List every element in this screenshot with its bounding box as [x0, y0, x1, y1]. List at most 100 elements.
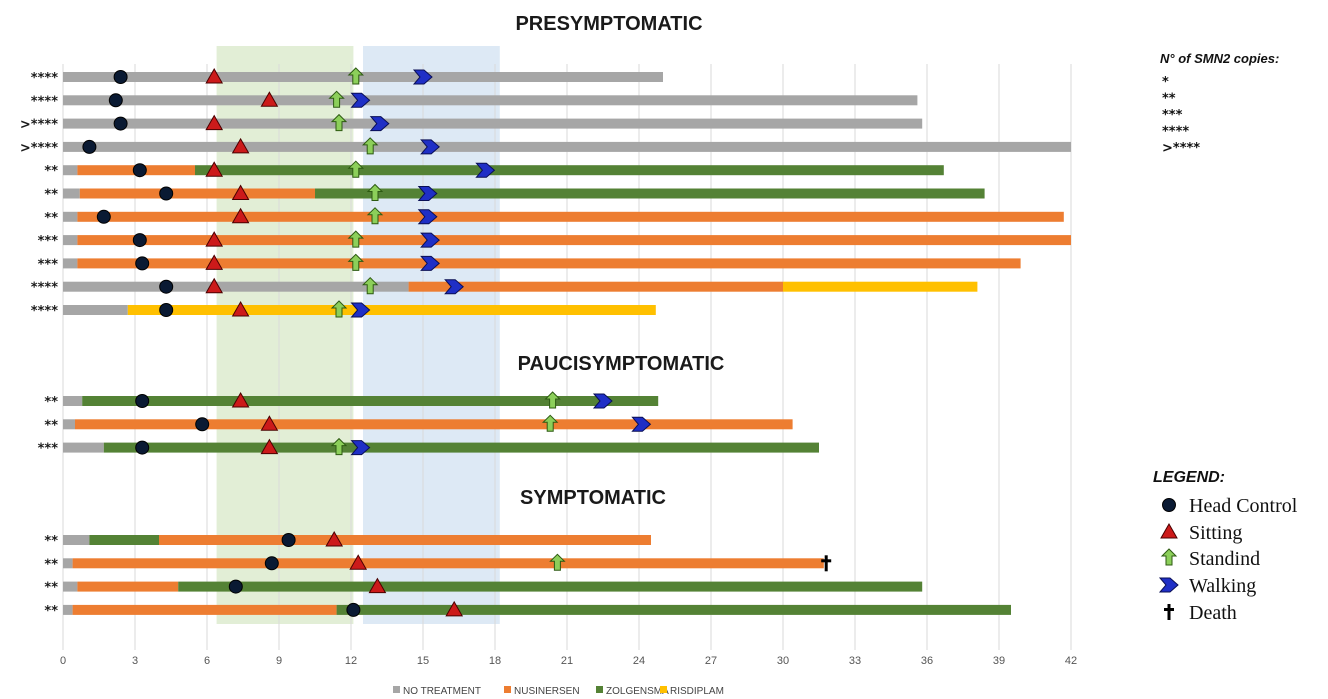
patient-row: **** — [31, 276, 978, 296]
legend-item-label: Head Control — [1189, 495, 1298, 517]
treatment-segment — [178, 581, 923, 592]
gridlines — [62, 64, 1072, 650]
legend-item-label: Death — [1189, 602, 1237, 624]
sitting-marker — [231, 391, 250, 408]
x-tick-label: 42 — [1065, 655, 1077, 667]
group-titles: PRESYMPTOMATIC PAUCISYMPTOMATIC SYMPTOMATI… — [515, 13, 724, 509]
patient-row: ** — [44, 160, 944, 179]
patient-row: >**** — [20, 113, 923, 133]
patient-row: ** — [44, 414, 793, 433]
standing-marker — [549, 553, 566, 571]
legend-item-head: Head Control — [1162, 495, 1298, 517]
sitting-marker — [231, 137, 250, 154]
x-tick-label: 36 — [921, 655, 933, 667]
sitting-marker — [260, 438, 279, 455]
smn2-key-item: * — [1162, 75, 1169, 90]
treatment-segment — [77, 581, 179, 592]
treatment-segment — [77, 235, 1071, 246]
treatment-legend-swatch — [660, 686, 667, 693]
group-title: SYMPTOMATIC — [520, 487, 666, 509]
standing-marker — [347, 160, 365, 178]
treatment-segment — [63, 258, 78, 269]
standing-marker — [330, 113, 348, 132]
death-marker — [824, 555, 828, 572]
legend-item-label: Standind — [1189, 548, 1260, 570]
sitting-marker — [205, 67, 224, 84]
standing-marker — [330, 300, 348, 318]
legend-item-label: Sitting — [1189, 522, 1242, 544]
standing-marker — [347, 253, 365, 271]
standing-marker — [328, 90, 345, 108]
head-control-marker — [195, 417, 210, 432]
head-control-marker — [135, 440, 150, 455]
treatment-legend-label: NO TREATMENT — [403, 686, 481, 697]
treatment-segment — [195, 165, 944, 176]
treatment-segment — [77, 258, 1021, 269]
sitting-marker — [260, 91, 279, 107]
milestone-legend: LEGEND: Head Control Sitting Standind Walkin… — [1153, 469, 1298, 624]
smn2-key-item: **** — [1162, 125, 1189, 140]
treatment-segment — [103, 442, 820, 453]
standing-marker — [347, 67, 365, 85]
head-control-marker — [113, 70, 128, 84]
treatment-segment — [63, 581, 78, 592]
head-control-marker — [132, 233, 147, 248]
x-tick-label: 30 — [777, 655, 789, 667]
smn2-copies-label: ** — [44, 418, 58, 433]
patient-row: **** — [31, 300, 656, 319]
legend-item-sitting: Sitting — [1160, 522, 1242, 544]
head-control-marker — [264, 556, 279, 571]
treatment-segment — [63, 419, 75, 430]
treatment-segment — [63, 211, 78, 222]
treatment-legend-label: RISDIPLAM — [670, 686, 724, 697]
smn2-key-item: ** — [1162, 92, 1176, 107]
legend-item-walking: Walking — [1158, 575, 1256, 597]
head-control-marker — [135, 256, 150, 271]
treatment-segment — [72, 558, 824, 569]
legend-item-label: Walking — [1189, 575, 1256, 597]
patient-row: ** — [44, 391, 659, 410]
treatment-legend-label: NUSINERSEN — [514, 686, 580, 697]
group-title: PAUCISYMPTOMATIC — [518, 353, 725, 375]
treatment-segment — [72, 604, 337, 615]
x-tick-label: 27 — [705, 655, 717, 667]
walking-marker — [417, 209, 438, 225]
treatment-segment — [315, 188, 985, 199]
head-control-marker — [135, 394, 150, 408]
treatment-segment — [783, 281, 978, 292]
smn2-copies-key: N° of SMN2 copies:**********>**** — [1160, 51, 1279, 156]
treatment-segment — [63, 558, 73, 569]
treatment-segment — [127, 305, 656, 315]
death-marker — [1167, 604, 1171, 620]
legend-item-death: Death — [1164, 602, 1237, 624]
patient-row: ** — [44, 530, 651, 549]
treatment-segment — [63, 118, 923, 129]
treatment-segment — [63, 165, 78, 176]
head-control-marker — [228, 579, 243, 594]
patient-rows: ********>****>**************************… — [20, 67, 1071, 619]
treatment-segment — [336, 604, 1012, 615]
sitting-marker — [368, 577, 387, 594]
treatment-segment — [82, 396, 659, 406]
standing-marker — [1160, 548, 1178, 566]
treatment-segment — [408, 281, 783, 292]
smn2-copies-label: *** — [38, 442, 59, 457]
treatment-segment — [63, 535, 90, 545]
x-tick-label: 24 — [633, 655, 645, 667]
patient-row: *** — [38, 253, 1021, 272]
walking-marker — [350, 440, 371, 456]
sitting-marker — [231, 184, 250, 200]
walking-marker — [350, 92, 371, 108]
death-marker-bar — [1164, 608, 1174, 611]
walking-marker — [350, 302, 371, 318]
walking-marker — [444, 279, 464, 295]
patient-row: *** — [38, 230, 1071, 249]
walking-marker — [369, 116, 390, 132]
head-control-marker — [113, 116, 128, 131]
smn2-copies-label: **** — [31, 281, 58, 296]
head-control-marker — [108, 93, 123, 108]
smn2-copies-label: ** — [44, 188, 58, 203]
walking-marker — [420, 255, 440, 271]
patient-row: >**** — [20, 137, 1071, 156]
